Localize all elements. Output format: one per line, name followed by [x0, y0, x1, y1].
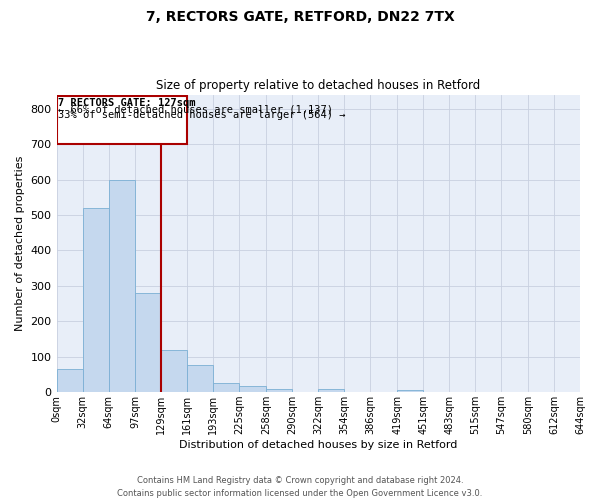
Bar	[397, 390, 423, 392]
Bar	[318, 388, 344, 392]
Bar	[83, 208, 109, 392]
Title: Size of property relative to detached houses in Retford: Size of property relative to detached ho…	[156, 79, 481, 92]
Bar	[187, 365, 214, 392]
Text: 7 RECTORS GATE: 127sqm: 7 RECTORS GATE: 127sqm	[58, 98, 196, 108]
Bar	[136, 293, 161, 392]
Bar	[56, 369, 83, 392]
Text: 7, RECTORS GATE, RETFORD, DN22 7TX: 7, RECTORS GATE, RETFORD, DN22 7TX	[146, 10, 454, 24]
X-axis label: Distribution of detached houses by size in Retford: Distribution of detached houses by size …	[179, 440, 457, 450]
Text: Contains HM Land Registry data © Crown copyright and database right 2024.
Contai: Contains HM Land Registry data © Crown c…	[118, 476, 482, 498]
Bar	[239, 386, 266, 392]
Text: 33% of semi-detached houses are larger (564) →: 33% of semi-detached houses are larger (…	[58, 110, 346, 120]
Y-axis label: Number of detached properties: Number of detached properties	[15, 156, 25, 331]
Bar	[56, 96, 187, 144]
Bar	[266, 388, 292, 392]
Text: ← 66% of detached houses are smaller (1,137): ← 66% of detached houses are smaller (1,…	[58, 104, 333, 114]
Bar	[109, 180, 136, 392]
Bar	[214, 382, 239, 392]
Bar	[161, 350, 187, 392]
